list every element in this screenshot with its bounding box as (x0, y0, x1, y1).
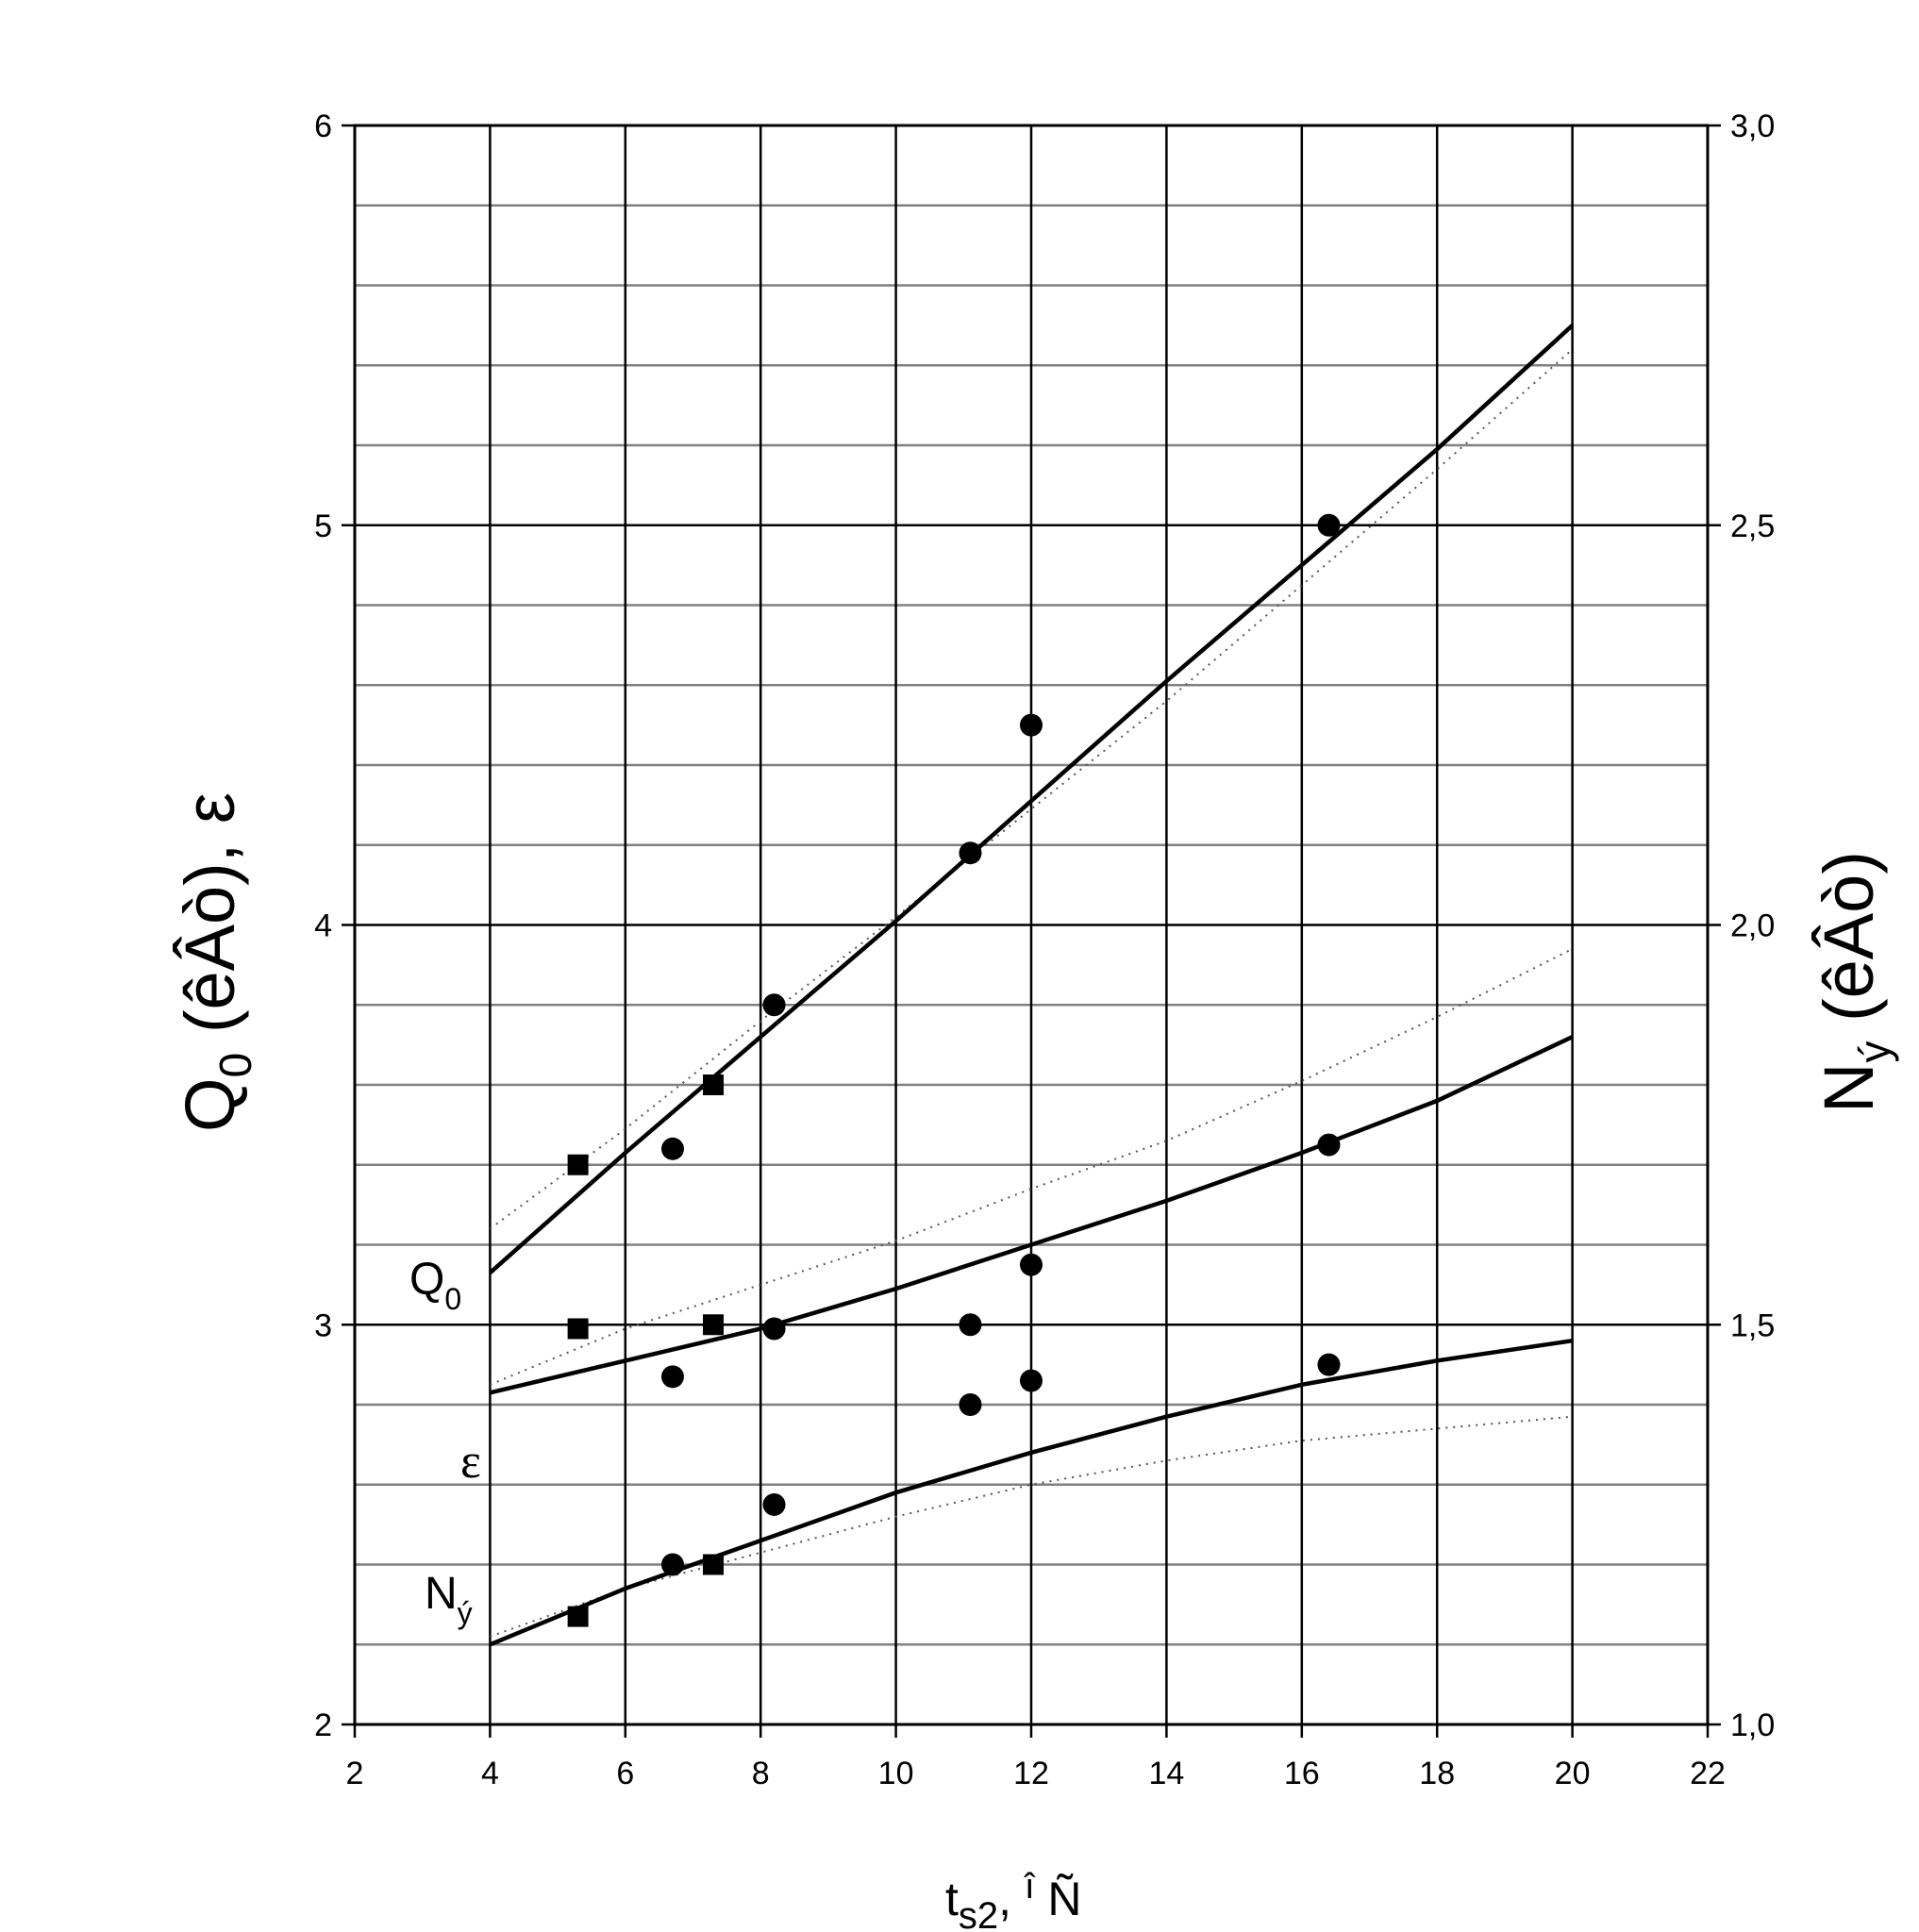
x-title-sub: s2 (959, 1895, 998, 1932)
fit-line-solid (488, 324, 1575, 1274)
y-left-tick-label: 5 (314, 508, 332, 544)
y-left-title-main: Q (171, 1077, 249, 1132)
curve-label-sub: 0 (444, 1282, 461, 1316)
y-right-tick-label: 2,5 (1730, 508, 1775, 544)
y-right-tick-label: 1,5 (1730, 1307, 1775, 1343)
y-left-axis-title: Q0 (êÂò), ε (171, 792, 261, 1132)
fit-line-dotted (489, 348, 1574, 1230)
x-tick-label: 4 (481, 1756, 499, 1791)
data-point-square (567, 1318, 589, 1340)
x-tick-label: 18 (1419, 1756, 1455, 1791)
y-left-tick-label: 3 (314, 1307, 332, 1343)
data-point-circle (1317, 1133, 1341, 1157)
data-point-circle (959, 1313, 982, 1337)
data-point-circle (1020, 1369, 1043, 1392)
curve-labels: Q0 ε Ný (409, 1255, 481, 1630)
x-title-main: t (945, 1873, 959, 1925)
x-tick-label: 22 (1690, 1756, 1726, 1791)
data-point-circle (762, 993, 786, 1017)
y-left-tick-label: 2 (314, 1707, 332, 1743)
curve-label: Ný (425, 1569, 473, 1630)
curve-label-main: Q (409, 1255, 444, 1305)
y-left-title-sub: 0 (211, 1053, 261, 1078)
data-point-circle (1317, 1353, 1341, 1376)
x-title-unit: Ñ (1035, 1873, 1082, 1925)
y-right-tick-label: 2,0 (1730, 908, 1775, 944)
data-point-circle (660, 1365, 684, 1389)
curve-label-sub: ý (458, 1596, 473, 1630)
y-right-tick-label: 3,0 (1730, 108, 1775, 144)
x-tick-label: 6 (616, 1756, 634, 1791)
axis-ticks (342, 124, 1721, 1738)
tick-labels: 2 3 4 5 6 1,0 1,5 2,0 2,5 3,0 2 4 6 8 10 12 14 16 18 20 22 (314, 108, 1775, 1791)
x-axis-title: ts2, î Ñ (945, 1867, 1082, 1932)
data-point-circle (1020, 1253, 1043, 1276)
y-right-tick-label: 1,0 (1730, 1707, 1775, 1743)
data-point-circle (660, 1553, 684, 1576)
x-tick-label: 10 (878, 1756, 914, 1791)
fit-line-solid (489, 1035, 1574, 1395)
y-right-title-suffix: (êÂò) (1810, 851, 1888, 1041)
x-title-sup: î (1024, 1867, 1036, 1907)
curve-label-main: N (425, 1569, 458, 1619)
data-point-circle (959, 841, 982, 865)
data-point-square (567, 1606, 589, 1627)
data-point-square (703, 1554, 725, 1575)
y-left-tick-label: 6 (314, 108, 332, 144)
curve-label: Q0 (409, 1255, 461, 1316)
data-point-circle (959, 1393, 982, 1416)
data-points (567, 513, 1341, 1627)
fit-line-dotted (490, 948, 1574, 1386)
y-left-title-suffix: (êÂò), ε (171, 792, 249, 1053)
x-tick-label: 14 (1148, 1756, 1184, 1791)
data-point-circle (660, 1137, 684, 1160)
curve-label-main: ε (460, 1435, 481, 1489)
x-tick-label: 20 (1555, 1756, 1591, 1791)
data-point-square (703, 1074, 725, 1095)
curve-label: ε (460, 1435, 481, 1489)
data-point-square (703, 1314, 725, 1336)
data-point-circle (1317, 513, 1341, 537)
x-tick-label: 8 (752, 1756, 770, 1791)
x-tick-label: 2 (346, 1756, 364, 1791)
x-tick-label: 12 (1013, 1756, 1049, 1791)
y-right-title-sub: ý (1850, 1041, 1899, 1063)
fit-line-dotted (490, 1415, 1573, 1638)
y-right-title-main: N (1810, 1063, 1888, 1113)
data-point-circle (762, 1492, 786, 1516)
y-right-axis-title: Ný (êÂò) (1810, 851, 1899, 1113)
x-tick-label: 16 (1284, 1756, 1320, 1791)
data-point-circle (1020, 713, 1043, 737)
data-point-square (567, 1154, 589, 1175)
data-point-circle (762, 1317, 786, 1341)
y-left-tick-label: 4 (314, 908, 332, 944)
x-title-suffix: , (998, 1873, 1025, 1925)
